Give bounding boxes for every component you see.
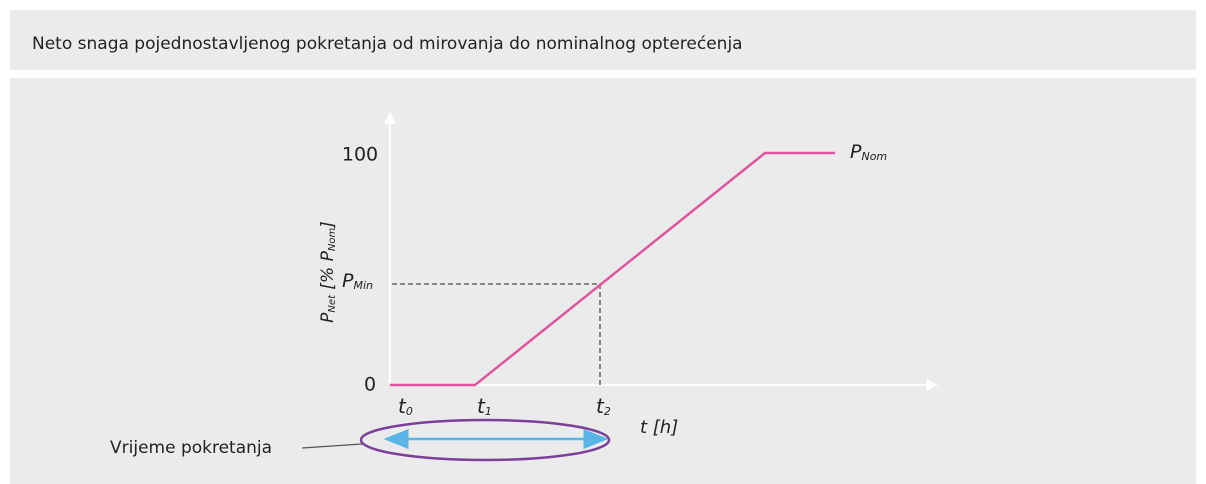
x-arrow <box>926 379 938 391</box>
p-min-label: PMin <box>342 270 373 293</box>
y-tick-label: 0 <box>364 374 376 396</box>
y-arrow <box>384 112 396 124</box>
x-tick-label: t1 <box>477 394 492 419</box>
leader-line <box>301 443 363 449</box>
header-bar <box>10 10 1196 70</box>
x-tick-label: t0 <box>398 394 413 419</box>
annotation: Vrijeme pokretanja <box>110 438 272 458</box>
power-curve <box>390 151 835 387</box>
y-axis-label: PNet [% PNom] <box>318 221 338 323</box>
header-title: Neto snaga pojednostavljenog pokretanja … <box>32 34 743 54</box>
x-tick-label: t2 <box>596 394 611 419</box>
time-ellipse <box>359 418 611 462</box>
p-nom-label: PNom <box>850 141 887 164</box>
y-tick-label: 100 <box>342 144 378 166</box>
x-axis-label: t [h] <box>640 417 678 438</box>
